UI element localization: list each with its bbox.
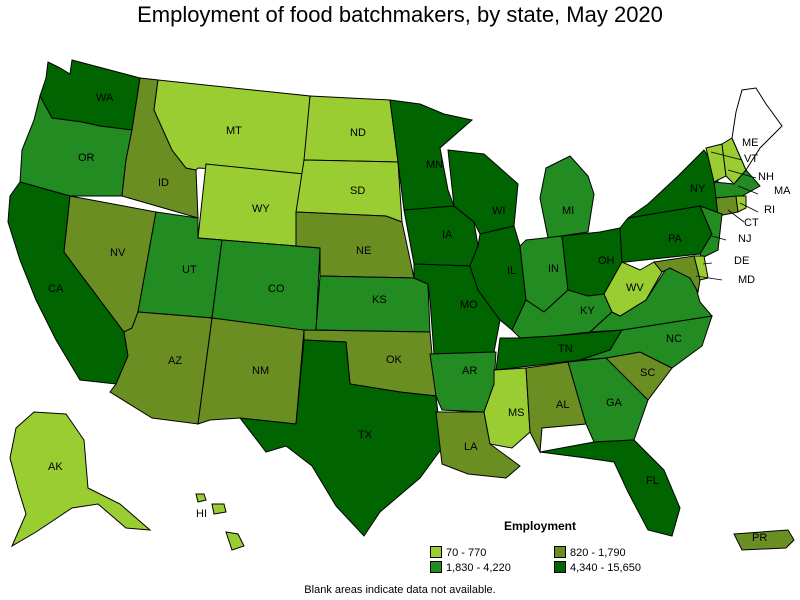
state-label-fl: FL: [646, 475, 659, 487]
state-label-ri: RI: [764, 204, 775, 216]
state-ks[interactable]: [315, 275, 431, 333]
state-il[interactable]: [469, 225, 527, 331]
legend-swatch: [430, 561, 442, 573]
state-me[interactable]: [731, 87, 783, 172]
state-label-nv: NV: [110, 247, 126, 259]
state-label-ga: GA: [606, 397, 623, 409]
state-label-ca: CA: [48, 283, 64, 295]
state-label-mn: MN: [426, 159, 443, 171]
state-ak[interactable]: [9, 411, 152, 548]
state-label-tx: TX: [358, 429, 373, 441]
state-label-nc: NC: [666, 333, 682, 345]
state-label-ks: KS: [372, 294, 387, 306]
state-nc[interactable]: [579, 315, 713, 369]
state-label-wi: WI: [492, 205, 505, 217]
state-label-ok: OK: [386, 354, 403, 366]
state-label-id: ID: [158, 177, 169, 189]
state-wy[interactable]: [197, 163, 305, 247]
state-label-in: IN: [548, 263, 559, 275]
legend-label: 4,340 - 15,650: [570, 562, 641, 574]
legend-swatch: [554, 561, 566, 573]
legend-swatch: [554, 546, 566, 558]
state-label-mt: MT: [226, 125, 242, 137]
state-mi[interactable]: [539, 155, 595, 239]
state-ri[interactable]: [735, 195, 747, 213]
map-title: Employment of food batchmakers, by state…: [137, 2, 663, 27]
state-label-or: OR: [78, 152, 95, 164]
state-label-ut: UT: [182, 264, 197, 276]
state-md[interactable]: [653, 255, 701, 294]
footnote: Blank areas indicate data not available.: [304, 584, 496, 596]
state-label-de: DE: [734, 255, 749, 267]
state-label-vt: VT: [744, 153, 758, 165]
label-leaders: [695, 151, 759, 281]
legend-item-4: 4,340 - 15,650: [554, 561, 641, 574]
state-mn[interactable]: [389, 99, 474, 211]
state-label-sd: SD: [350, 185, 365, 197]
state-label-mi: MI: [562, 205, 574, 217]
legend-title: Employment: [504, 519, 577, 533]
state-label-ne: NE: [356, 245, 371, 257]
state-label-ms: MS: [508, 407, 525, 419]
legend-item-2: 820 - 1,790: [554, 546, 626, 559]
state-label-pa: PA: [668, 233, 683, 245]
state-label-nm: NM: [252, 365, 269, 377]
legend-label: 1,830 - 4,220: [446, 562, 511, 574]
state-label-wa: WA: [96, 92, 114, 104]
state-ar[interactable]: [429, 351, 497, 413]
legend-item-1: 70 - 770: [430, 546, 486, 559]
state-label-me: ME: [742, 137, 759, 149]
state-label-co: CO: [268, 283, 285, 295]
state-pr[interactable]: [733, 529, 795, 551]
state-label-nh: NH: [758, 171, 774, 183]
state-label-nd: ND: [350, 127, 366, 139]
state-label-il: IL: [507, 265, 516, 277]
state-label-ak: AK: [48, 461, 63, 473]
state-label-ma: MA: [774, 185, 791, 197]
state-label-ct: CT: [744, 217, 759, 229]
state-label-sc: SC: [640, 367, 655, 379]
state-label-tn: TN: [558, 343, 573, 355]
state-label-wv: WV: [626, 282, 644, 294]
state-fl[interactable]: [539, 439, 681, 537]
state-label-az: AZ: [168, 355, 182, 367]
state-label-ia: IA: [442, 229, 453, 241]
state-label-ny: NY: [690, 183, 706, 195]
state-label-mo: MO: [460, 299, 478, 311]
legend-label: 70 - 770: [446, 547, 487, 559]
state-hi-small[interactable]: [211, 503, 227, 515]
legend-label: 820 - 1,790: [570, 547, 626, 559]
state-label-ky: KY: [580, 305, 595, 317]
state-label-ar: AR: [462, 365, 477, 377]
state-label-wy: WY: [252, 203, 270, 215]
legend-item-3: 1,830 - 4,220: [430, 561, 511, 574]
state-label-oh: OH: [598, 255, 615, 267]
state-label-la: LA: [464, 441, 478, 453]
state-label-nj: NJ: [738, 233, 751, 245]
state-tx[interactable]: [238, 339, 443, 537]
state-label-md: MD: [738, 274, 755, 286]
state-label-al: AL: [556, 399, 569, 411]
state-hi-small[interactable]: [195, 493, 207, 503]
state-nm[interactable]: [197, 317, 305, 425]
legend-swatch: [430, 546, 442, 558]
state-hi[interactable]: [225, 531, 245, 551]
state-co[interactable]: [211, 239, 321, 333]
state-label-pr: PR: [752, 532, 767, 544]
state-label-hi: HI: [196, 508, 207, 520]
